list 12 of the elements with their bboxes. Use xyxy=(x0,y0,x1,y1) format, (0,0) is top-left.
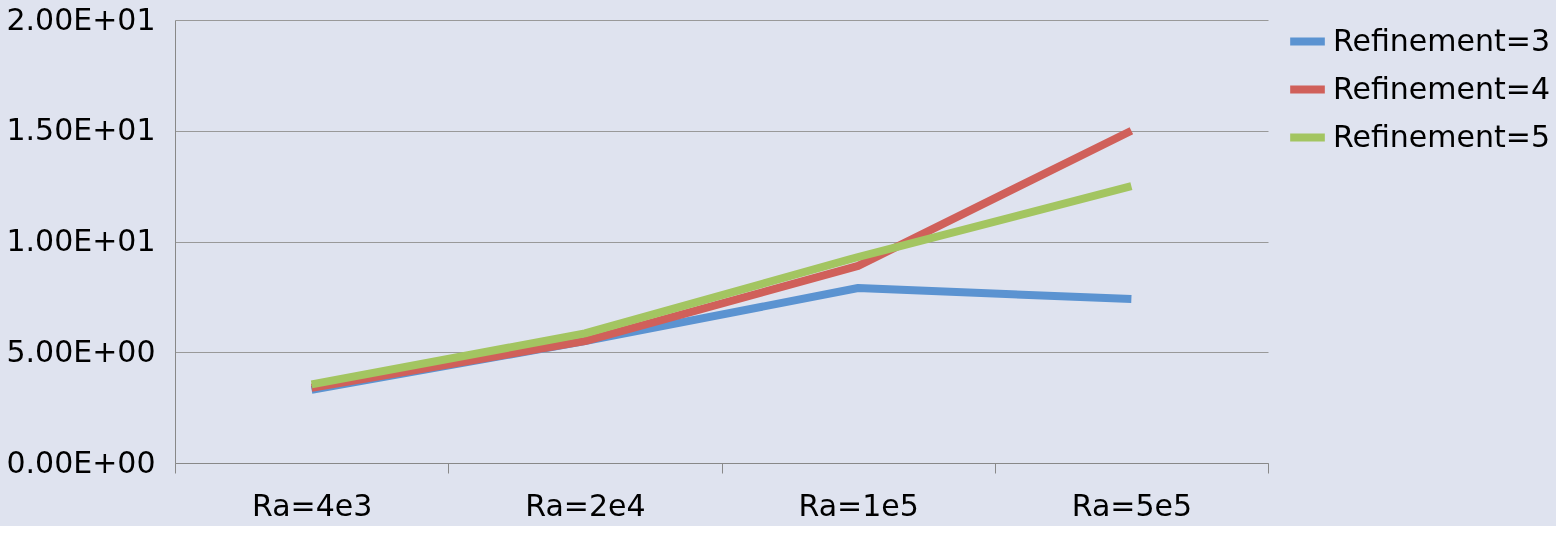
y-tick-label: 1.00E+01 xyxy=(6,223,156,258)
y-tick-label: 1.50E+01 xyxy=(6,112,156,148)
legend-label: Refinement=5 xyxy=(1333,118,1551,154)
legend-label: Refinement=3 xyxy=(1333,22,1551,58)
y-tick-label: 5.00E+00 xyxy=(6,333,156,369)
x-tick-label: Ra=5e5 xyxy=(1071,487,1193,523)
x-tick-label: Ra=1e5 xyxy=(798,487,919,523)
x-tick-label: Ra=4e3 xyxy=(251,487,373,523)
y-tick-label: 0.00E+00 xyxy=(6,444,156,480)
legend-label: Refinement=4 xyxy=(1333,70,1551,106)
y-tick-label: 2.00E+01 xyxy=(6,1,156,37)
x-tick-label: Ra=2e4 xyxy=(525,487,646,523)
